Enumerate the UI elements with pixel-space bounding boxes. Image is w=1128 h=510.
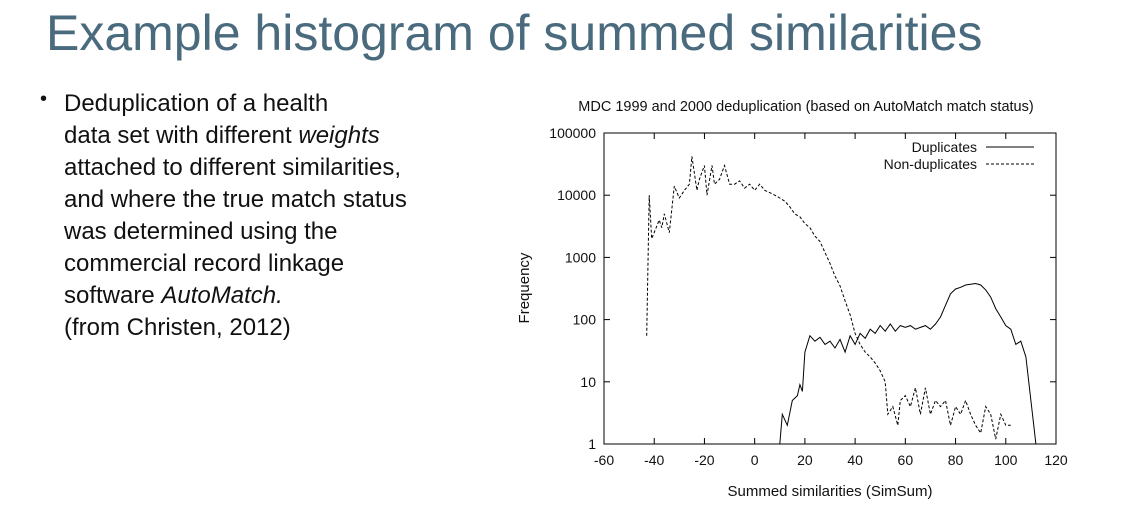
bullet-segment: was determined using the: [64, 218, 338, 245]
slide-title: Example histogram of summed similarities: [46, 5, 983, 61]
plot-frame: [603, 132, 1057, 445]
x-tick-label: 100: [994, 452, 1018, 468]
bullet-line: data set with different weights: [64, 120, 484, 152]
bullet-segment: data set with different: [64, 122, 299, 149]
bullet-dot-icon: •: [40, 88, 48, 110]
bullet-line: attached to different similarities,: [64, 152, 484, 184]
bullet-line: was determined using the: [64, 216, 484, 248]
y-tick-label: 10000: [557, 187, 596, 203]
series-lines: [646, 156, 1041, 445]
y-tick-label: 1000: [565, 249, 596, 265]
bullet-line: software AutoMatch.: [64, 280, 484, 312]
legend-label: Duplicates: [912, 139, 977, 155]
bullet-line: commercial record linkage: [64, 248, 484, 280]
bullet-line: (from Christen, 2012): [64, 312, 484, 344]
x-tick-label: -60: [594, 452, 614, 468]
y-axis-label: Frequency: [516, 252, 533, 323]
bullet-text: Deduplication of a health data set with d…: [64, 88, 484, 344]
y-tick-label: 10: [580, 374, 596, 390]
axis-ticks: -60 -40 -20 0 20 40 60 80 100 1201101001000100001…: [549, 125, 1068, 468]
x-tick-label: 120: [1044, 452, 1068, 468]
x-tick-label: 0: [751, 452, 759, 468]
histogram-chart: MDC 1999 and 2000 deduplication (based o…: [516, 99, 1068, 500]
bullet-line: Deduplication of a health: [64, 88, 484, 120]
bullet-line: and where the true match status: [64, 184, 484, 216]
series-line-duplicates: [744, 282, 1041, 445]
bullet-segment: attached to different similarities,: [64, 154, 402, 181]
bullet-segment: (from Christen, 2012): [64, 314, 291, 341]
x-tick-label: -40: [644, 452, 664, 468]
x-axis-label: Summed similarities (SimSum): [727, 483, 932, 500]
y-tick-label: 100: [573, 312, 597, 328]
x-tick-label: 20: [797, 452, 813, 468]
bullet-emphasis: AutoMatch.: [161, 282, 283, 309]
bullet-emphasis: weights: [298, 122, 380, 149]
legend-label: Non-duplicates: [884, 156, 977, 172]
bullet-segment: Deduplication of a health: [64, 90, 329, 117]
bullet-segment: commercial record linkage: [64, 250, 345, 277]
series-line-non-duplicates: [646, 156, 1011, 440]
x-tick-label: 40: [847, 452, 863, 468]
x-tick-label: 60: [898, 452, 914, 468]
bullet-segment: and where the true match status: [64, 186, 407, 213]
bullet-segment: software: [64, 282, 162, 309]
y-tick-label: 1: [588, 436, 596, 452]
x-tick-label: -20: [694, 452, 714, 468]
x-tick-label: 80: [948, 452, 964, 468]
chart-title: MDC 1999 and 2000 deduplication (based o…: [578, 99, 1033, 115]
y-tick-label: 100000: [549, 125, 596, 141]
